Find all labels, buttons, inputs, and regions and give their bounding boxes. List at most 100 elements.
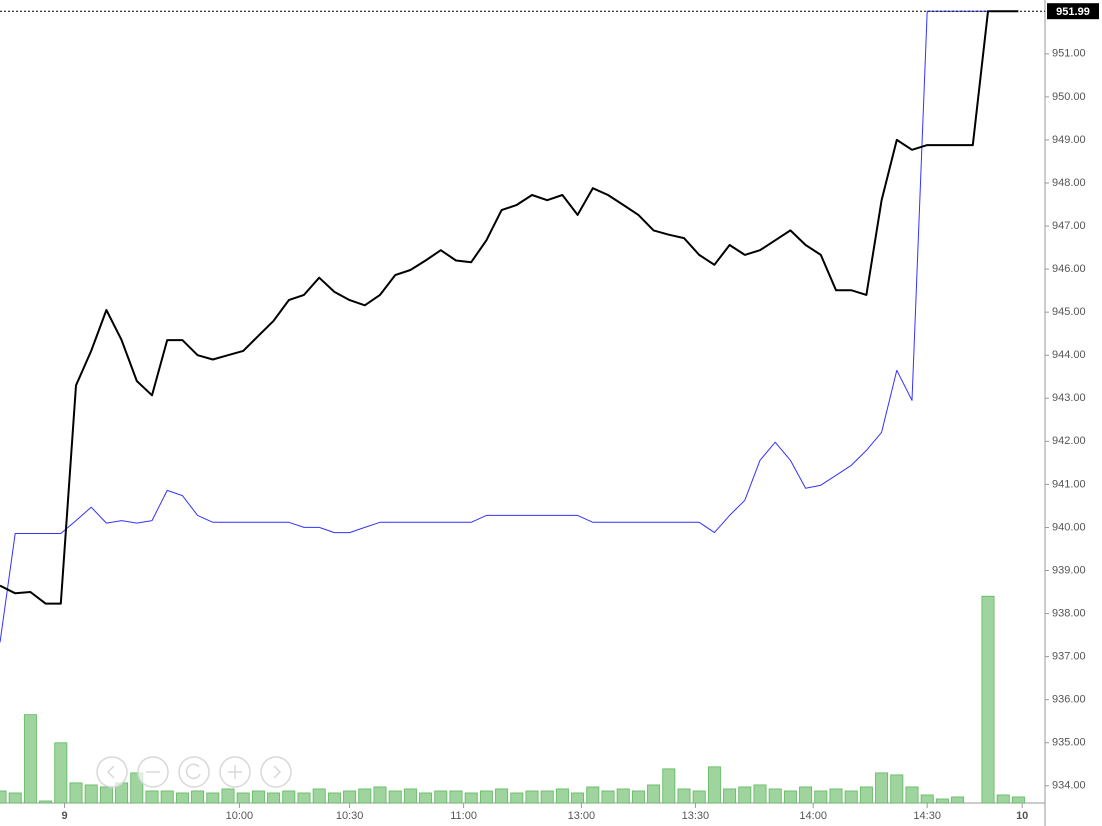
y-tick-label: 944.00 [1052, 349, 1086, 361]
price-line [0, 10, 1019, 643]
x-tick-label: 10:30 [336, 810, 364, 822]
volume-bar [297, 792, 311, 804]
volume-bar [403, 788, 417, 804]
volume-bar [920, 794, 934, 804]
volume-bar [905, 786, 919, 804]
volume-bar [206, 792, 220, 804]
volume-bar [343, 790, 357, 804]
volume-bar [191, 790, 205, 804]
volume-bar [601, 790, 615, 804]
y-tick-label: 950.00 [1052, 91, 1086, 103]
volume-bar [419, 792, 433, 804]
x-tick-label: 9 [62, 810, 68, 822]
volume-bar [616, 788, 630, 804]
volume-bar [692, 790, 706, 804]
y-tick-label: 935.00 [1052, 737, 1086, 749]
volume-bar [875, 772, 889, 804]
volume-bar [434, 790, 448, 804]
volume-bar [327, 792, 341, 804]
volume-bar [677, 788, 691, 804]
y-tick-label: 942.00 [1052, 435, 1086, 447]
volume-bar [23, 714, 37, 804]
volume-bar [890, 774, 904, 804]
volume-bar [571, 792, 585, 804]
volume-bar [1011, 796, 1025, 804]
volume-bar [84, 784, 98, 804]
volume-bar [54, 742, 68, 804]
volume-bar [312, 788, 326, 804]
x-tick-label: 13:30 [682, 810, 710, 822]
volume-bar [647, 784, 661, 804]
volume-bar [525, 790, 539, 804]
y-tick-label: 943.00 [1052, 392, 1086, 404]
volume-bar [236, 792, 250, 804]
volume-bar [555, 788, 569, 804]
volume-bar [981, 595, 995, 804]
volume-bar [373, 786, 387, 804]
y-tick-label: 936.00 [1052, 694, 1086, 706]
volume-bar [145, 790, 159, 804]
y-tick-label: 940.00 [1052, 521, 1086, 533]
scroll-right-button[interactable] [260, 756, 292, 788]
y-tick-label: 951.00 [1052, 48, 1086, 60]
nav-buttons [96, 756, 292, 788]
volume-bar [221, 788, 235, 804]
zoom-out-button[interactable] [137, 756, 169, 788]
volume-bar [160, 790, 174, 804]
volume-bar [69, 782, 83, 804]
volume-bar [951, 796, 965, 804]
x-tick-label: 11:00 [450, 810, 477, 822]
volume-bar [707, 766, 721, 804]
volume-bar [783, 790, 797, 804]
y-tick-label: 938.00 [1052, 607, 1086, 619]
x-tick-label: 13:00 [568, 810, 596, 822]
volume-bar [829, 788, 843, 804]
y-tick-label: 947.00 [1052, 220, 1086, 232]
y-tick-label: 949.00 [1052, 134, 1086, 146]
y-tick-label: 946.00 [1052, 263, 1086, 275]
plot [0, 10, 1025, 804]
zoom-in-button[interactable] [219, 756, 251, 788]
current-price-label: 951.99 [1056, 6, 1090, 18]
y-tick-label: 948.00 [1052, 177, 1086, 189]
volume-bar [859, 786, 873, 804]
y-tick-label: 941.00 [1052, 478, 1086, 490]
volume-bar [251, 790, 265, 804]
volume-bar [0, 790, 7, 804]
volume-bar [799, 786, 813, 804]
volume-bar [267, 792, 281, 804]
volume-bar [358, 788, 372, 804]
volume-bar [464, 792, 478, 804]
price-line [0, 10, 1019, 605]
volume-bar [844, 790, 858, 804]
volume-bar [814, 790, 828, 804]
x-tick-label: 14:00 [799, 810, 827, 822]
volume-bar [388, 790, 402, 804]
x-tick-label: 14:30 [913, 810, 941, 822]
volume-bar [8, 792, 22, 804]
y-tick-label: 937.00 [1052, 651, 1086, 663]
y-tick-label: 939.00 [1052, 564, 1086, 576]
volume-bar [996, 794, 1010, 804]
scroll-left-button[interactable] [96, 756, 128, 788]
volume-bar [723, 788, 737, 804]
volume-bar [175, 792, 189, 804]
volume-bar [586, 786, 600, 804]
volume-bar [738, 786, 752, 804]
volume-bar [662, 768, 676, 804]
volume-bar [510, 792, 524, 804]
volume-bar [935, 798, 949, 804]
x-tick-label: 10:00 [226, 810, 254, 822]
volume-bar [99, 786, 113, 804]
current-price-box [1047, 3, 1099, 20]
volume-bar [631, 790, 645, 804]
volume-bar [540, 790, 554, 804]
volume-bar [768, 788, 782, 804]
volume-bar [479, 790, 493, 804]
volume-bar [39, 800, 53, 804]
volume-bar [495, 788, 509, 804]
reset-button[interactable] [178, 756, 210, 788]
y-tick-label: 945.00 [1052, 306, 1086, 318]
